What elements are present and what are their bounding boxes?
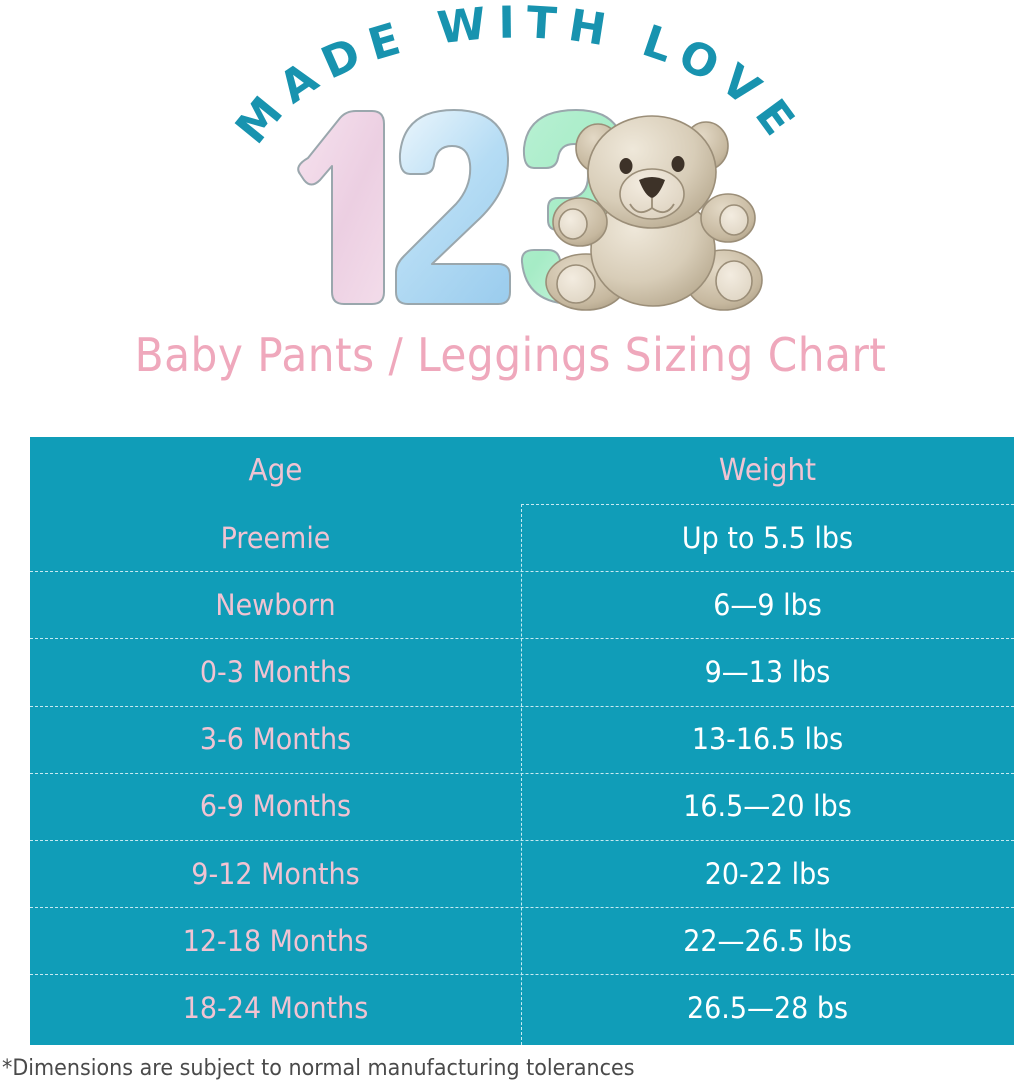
cell-weight: 9—13 lbs xyxy=(704,654,831,689)
column-header-age: Age xyxy=(248,453,303,488)
row-separator xyxy=(30,974,1014,976)
column-header-weight: Weight xyxy=(718,453,817,488)
table-row: Preemie Up to 5.5 lbs xyxy=(30,504,1014,573)
table-row: Newborn 6—9 lbs xyxy=(30,571,1014,640)
teddy-bear-icon xyxy=(538,104,770,322)
cell-weight: Up to 5.5 lbs xyxy=(681,520,854,555)
row-separator xyxy=(30,571,1014,573)
cell-age: 3-6 Months xyxy=(199,722,352,757)
row-separator xyxy=(30,839,1014,841)
row-separator xyxy=(30,638,1014,640)
cell-weight: 13-16.5 lbs xyxy=(691,722,844,757)
cell-weight: 22—26.5 lbs xyxy=(683,923,852,958)
table-row: 9-12 Months 20-22 lbs xyxy=(30,840,1014,909)
table-row: 3-6 Months 13-16.5 lbs xyxy=(30,706,1014,774)
cell-weight: 20-22 lbs xyxy=(704,856,831,891)
page-title: Baby Pants / Leggings Sizing Chart xyxy=(134,328,887,382)
footnote: *Dimensions are subject to normal manufa… xyxy=(2,1056,635,1081)
cell-age: Newborn xyxy=(215,587,336,622)
table-row: 12-18 Months 22—26.5 lbs xyxy=(30,907,1014,976)
row-separator xyxy=(30,705,1014,707)
logo-area: MADE WITH LOVE xyxy=(0,0,1021,322)
table-header-row: Age Weight xyxy=(30,437,1014,505)
cell-weight: 6—9 lbs xyxy=(713,587,822,622)
logo-number-2 xyxy=(395,109,511,305)
table-row: 6-9 Months 16.5—20 lbs xyxy=(30,773,1014,841)
row-separator xyxy=(30,907,1014,909)
row-separator xyxy=(30,772,1014,774)
cell-age: 12-18 Months xyxy=(182,923,369,958)
table-row: 18-24 Months 26.5—28 bs xyxy=(30,974,1014,1041)
cell-age: 6-9 Months xyxy=(199,789,352,824)
cell-age: 9-12 Months xyxy=(191,856,360,891)
column-divider xyxy=(521,504,522,1045)
cell-age: Preemie xyxy=(220,520,331,555)
sizing-table: Age Weight Preemie Up to 5.5 lbs Newborn… xyxy=(30,437,1014,1045)
cell-weight: 26.5—28 bs xyxy=(686,990,849,1025)
logo-number-1 xyxy=(297,110,385,305)
cell-weight: 16.5—20 lbs xyxy=(683,789,852,824)
cell-age: 18-24 Months xyxy=(182,990,369,1025)
cell-age: 0-3 Months xyxy=(199,654,352,689)
header-separator xyxy=(521,504,1014,505)
table-row: 0-3 Months 9—13 lbs xyxy=(30,638,1014,707)
